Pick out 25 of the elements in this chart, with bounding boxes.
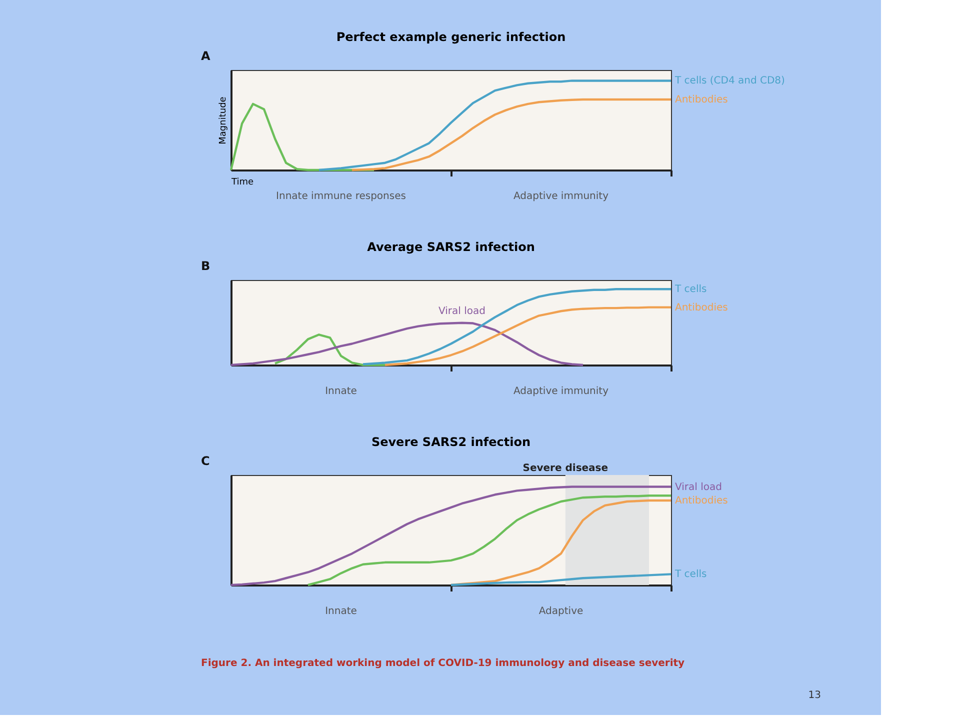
series-label: Antibodies	[675, 94, 728, 106]
text: Innate	[325, 606, 357, 617]
text: Adaptive	[538, 606, 584, 617]
caption: Figure 2. An integrated working model of COVID-19 immunology and disease severity	[201, 658, 686, 669]
text: B	[201, 259, 210, 273]
series-label: Viral load	[675, 482, 722, 493]
series-label: T cells	[674, 569, 707, 580]
chart-title: Perfect example generic infection	[336, 30, 566, 44]
text: Adaptive immunity	[514, 386, 609, 397]
text: A	[201, 49, 211, 63]
series-label: Viral load	[438, 306, 486, 317]
text: Innate	[325, 386, 357, 397]
series-label: T cells (CD4 and CD8)	[674, 76, 786, 87]
series-label: T cells	[674, 284, 707, 296]
text: Severe disease	[522, 463, 608, 474]
chart-title: Average SARS2 infection	[367, 240, 535, 254]
text: Innate immune responses	[276, 191, 406, 202]
y-axis-title: Magnitude	[218, 96, 228, 144]
series-label: Antibodies	[675, 302, 728, 314]
text: C	[201, 454, 210, 468]
text: Adaptive immunity	[514, 191, 609, 202]
chart-title: Severe SARS2 infection	[371, 435, 531, 449]
x-axis-title: Time	[230, 178, 254, 188]
series-label: Antibodies	[675, 496, 728, 507]
text: 13	[808, 690, 821, 701]
